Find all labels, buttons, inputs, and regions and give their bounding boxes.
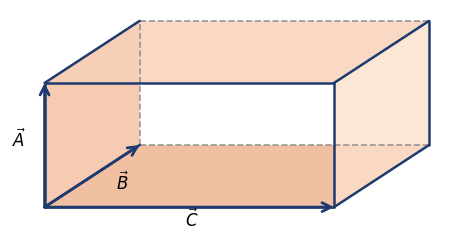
Text: $\vec{C}$: $\vec{C}$ — [185, 208, 198, 231]
Polygon shape — [334, 21, 429, 207]
Text: $\vec{B}$: $\vec{B}$ — [116, 171, 129, 194]
Polygon shape — [45, 21, 140, 207]
Polygon shape — [45, 145, 429, 207]
Polygon shape — [45, 21, 429, 83]
Text: $\vec{A}$: $\vec{A}$ — [12, 128, 26, 151]
